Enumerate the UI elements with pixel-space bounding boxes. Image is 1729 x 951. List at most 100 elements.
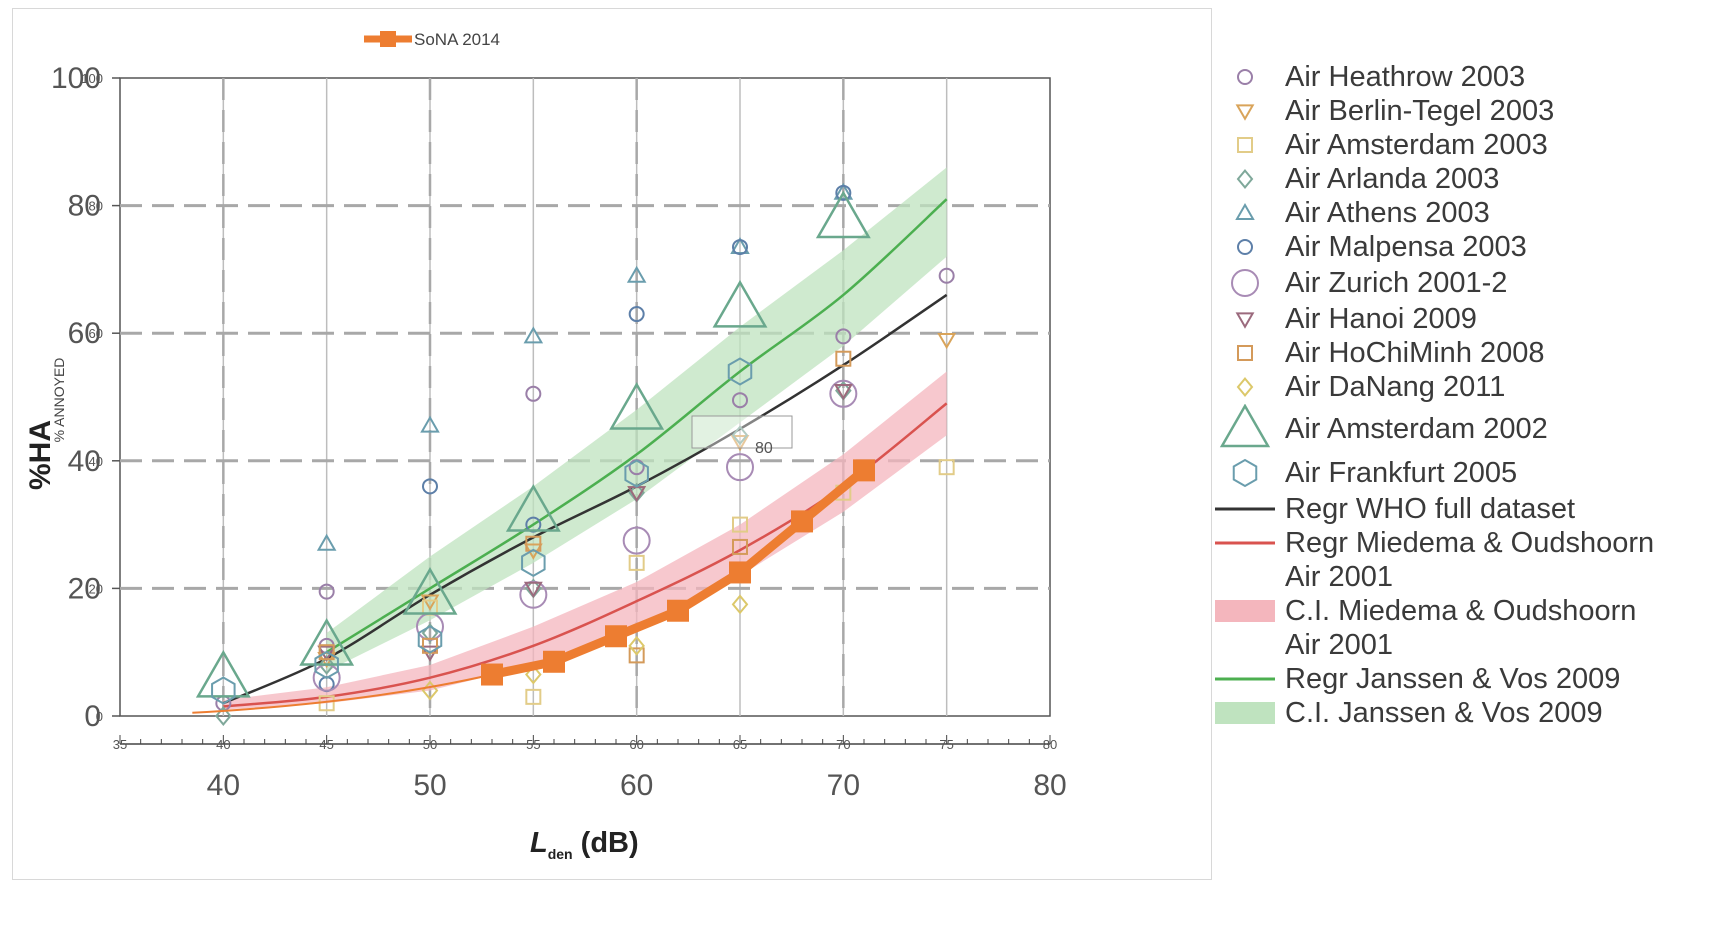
x-tick-label-small: 40 — [216, 737, 230, 752]
x-tick-label-small: 35 — [113, 737, 127, 752]
sona-point — [605, 625, 627, 648]
legend-symbol-svg — [1215, 600, 1275, 622]
legend-label: Air Malpensa 2003 — [1285, 231, 1527, 263]
legend-item: Air Amsterdam 2002 — [1205, 404, 1725, 454]
data-point — [622, 526, 651, 555]
data-point — [523, 326, 544, 344]
legend-item: Regr WHO full dataset — [1205, 492, 1725, 526]
legend-symbol — [1205, 526, 1285, 560]
data-point — [314, 650, 339, 680]
legend-label: Regr Miedema & Oudshoorn Air 2001 — [1285, 527, 1655, 593]
data-point — [730, 237, 750, 255]
y-tick-label: 100 — [51, 62, 101, 95]
inset-label: 80 — [755, 440, 773, 457]
legend-label: Air Frankfurt 2005 — [1285, 457, 1518, 489]
legend-marker — [1237, 239, 1253, 255]
legend-symbol — [1205, 302, 1285, 336]
data-point — [731, 425, 749, 446]
legend-label: C.I. Janssen & Vos 2009 — [1285, 697, 1603, 729]
legend-symbol — [1205, 336, 1285, 370]
legend-symbol-svg — [1235, 312, 1255, 329]
data-point — [211, 676, 236, 705]
data-point — [417, 625, 443, 654]
data-point — [318, 654, 335, 675]
legend-label: Air Zurich 2001-2 — [1285, 267, 1508, 299]
data-point — [730, 435, 750, 452]
data-point — [624, 459, 649, 488]
y-tick-label: 0 — [84, 700, 101, 733]
legend-symbol-svg — [1236, 377, 1254, 397]
legend-marker — [1219, 404, 1271, 448]
y-tick-label-small: 0 — [96, 709, 103, 724]
regression-line — [222, 293, 948, 705]
legend-symbol — [1205, 196, 1285, 230]
legend-item: Air Amsterdam 2003 — [1205, 128, 1725, 162]
data-point — [195, 649, 251, 698]
x-tick-label: 50 — [413, 769, 446, 802]
legend-symbol-svg — [1232, 458, 1258, 488]
y-axis-label-small: % ANNOYED — [51, 358, 67, 443]
y-tick-label-small: 20 — [89, 581, 103, 596]
legend-marker — [1236, 169, 1254, 189]
legend-symbol-svg — [1237, 239, 1253, 255]
data-point — [316, 533, 337, 551]
legend-symbol-svg — [1237, 69, 1253, 85]
data-point — [628, 647, 645, 664]
legend-item: Air Hanoi 2009 — [1205, 302, 1725, 336]
data-point — [829, 379, 858, 408]
data-point — [835, 328, 852, 345]
legend-item: Air HoChiMinh 2008 — [1205, 336, 1725, 370]
y-tick-label-small: 100 — [81, 71, 103, 86]
data-point — [215, 706, 232, 726]
legend-marker — [1232, 458, 1258, 488]
data-point — [835, 184, 852, 201]
data-point — [525, 664, 542, 685]
legend-label: Air DaNang 2011 — [1285, 371, 1506, 403]
legend-item: Air DaNang 2011 — [1205, 370, 1725, 404]
legend-symbol-svg — [1215, 677, 1275, 681]
legend-item: Air Berlin-Tegel 2003 — [1205, 94, 1725, 128]
legend-label: Air HoChiMinh 2008 — [1285, 337, 1545, 369]
x-tick-label-small: 60 — [629, 737, 643, 752]
legend-symbol-svg — [1219, 404, 1271, 448]
legend-symbol — [1205, 594, 1285, 628]
data-point — [732, 516, 748, 533]
ci-band — [326, 167, 947, 672]
legend-symbol-svg — [1237, 345, 1253, 361]
data-point — [521, 548, 546, 578]
x-tick-label-small: 80 — [1043, 737, 1057, 752]
data-point — [525, 385, 542, 402]
y-tick-label-small: 80 — [89, 199, 103, 214]
y-tick-label: 20 — [68, 572, 101, 605]
legend-marker — [1237, 137, 1253, 153]
data-point — [525, 688, 542, 705]
legend-marker — [1231, 269, 1259, 297]
inset-box — [691, 415, 793, 449]
y-tick-label-small: 60 — [89, 326, 103, 341]
legend-symbol-svg — [1215, 702, 1275, 724]
x-tick-label: 80 — [1033, 769, 1066, 802]
legend-item: Air Frankfurt 2005 — [1205, 454, 1725, 492]
x-tick-label: 40 — [207, 769, 240, 802]
data-point — [732, 239, 748, 256]
legend-item: Air Malpensa 2003 — [1205, 230, 1725, 264]
regression-line — [326, 198, 948, 654]
data-point — [937, 332, 957, 350]
sona-point — [667, 599, 689, 622]
data-point — [726, 453, 754, 482]
legend-symbol — [1205, 492, 1285, 526]
data-point — [815, 190, 871, 239]
legend-label: Air Hanoi 2009 — [1285, 303, 1477, 335]
data-point — [420, 415, 440, 433]
data-point — [628, 306, 645, 323]
legend-swatch — [1215, 600, 1275, 622]
y-tick-label-small: 40 — [89, 454, 103, 469]
data-point — [727, 357, 753, 386]
legend-symbol-svg — [1237, 137, 1253, 153]
legend-symbol — [1205, 454, 1285, 492]
sona-point — [853, 459, 875, 482]
legend-symbol — [1205, 94, 1285, 128]
legend-symbol — [1205, 404, 1285, 454]
legend-label: Regr WHO full dataset — [1285, 493, 1576, 525]
